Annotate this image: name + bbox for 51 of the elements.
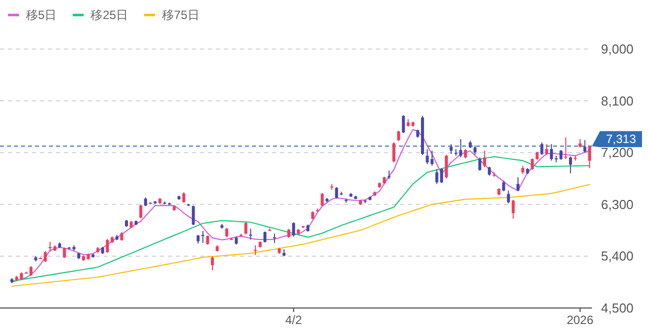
candlestick [192,205,195,226]
ref-line-label: 7,313 [606,132,636,146]
candlestick [201,230,204,244]
y-tick-label: 5,400 [601,248,634,264]
candlestick [182,192,186,204]
candlestick [474,145,476,156]
legend-label: 移75日 [162,8,200,22]
candlestick [483,150,486,168]
candlestick [139,204,142,219]
candlestick [559,150,562,160]
candlestick [335,186,338,200]
line-series [11,156,590,282]
x-tick-label: 2026 [566,313,594,327]
candlestick [273,233,276,244]
candlestick [402,114,405,134]
candlestick [588,145,592,169]
candlestick [569,156,572,174]
candlestick [516,176,520,192]
candlestick [62,247,66,258]
candlestick [292,222,296,238]
candlestick [30,265,32,276]
candlestick [44,250,47,262]
y-tick-label: 4,500 [601,300,634,316]
candlestick [210,256,214,271]
candlestick [502,180,506,192]
candlestick [444,154,448,179]
candlestick [392,142,396,163]
candlestick [206,234,210,246]
candlestick [583,140,586,154]
candlestick [254,244,257,256]
candlestick [249,228,252,240]
y-tick-label: 6,300 [601,196,634,212]
candlestick [530,158,534,170]
legend-label: 移5日 [26,8,57,22]
line-series [11,184,590,287]
candlestick [464,148,467,159]
y-tick-label: 7,200 [601,145,634,160]
candlestick [263,230,266,243]
candlestick [450,144,453,155]
candlestick [506,190,510,204]
candlestick [478,156,482,172]
y-tick-label: 8,100 [601,93,634,108]
candlestick [540,142,544,156]
legend-label: 移25日 [90,8,128,22]
candlestick [545,144,548,156]
y-tick-label: 9,000 [601,42,634,56]
candlestick [512,199,515,220]
x-tick-label: 4/2 [285,313,302,327]
candlestick [397,130,400,142]
line-series [11,129,590,283]
candlestick [244,222,248,235]
